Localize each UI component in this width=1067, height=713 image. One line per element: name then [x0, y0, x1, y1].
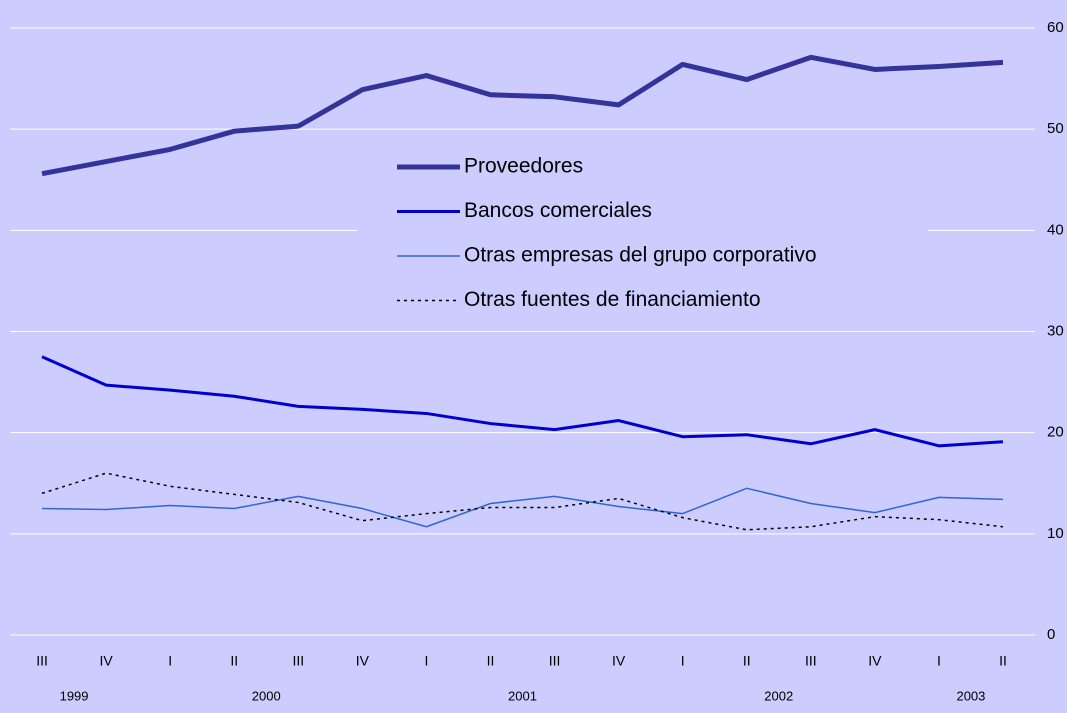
legend-label: Otras empresas del grupo corporativo	[464, 244, 817, 267]
x-tick-label: III	[36, 653, 48, 669]
x-tick-label: II	[487, 653, 495, 669]
x-tick-label: III	[549, 653, 561, 669]
x-tick-label: I	[424, 653, 428, 669]
x-tick-label: I	[937, 653, 941, 669]
y-tick-label: 60	[1047, 19, 1064, 36]
x-tick-label: IV	[868, 653, 882, 669]
x-tick-label: III	[292, 653, 304, 669]
x-tick-label: II	[230, 653, 238, 669]
y-tick-label: 30	[1047, 322, 1064, 339]
legend: Proveedores Bancos comerciales Otras empre…	[357, 145, 928, 320]
year-label: 2000	[252, 688, 281, 703]
x-tick-label: II	[743, 653, 751, 669]
y-tick-label: 40	[1047, 221, 1064, 238]
x-tick-label: IV	[99, 653, 113, 669]
series-line	[42, 487, 1003, 528]
x-tick-label: IV	[356, 653, 370, 669]
year-label: 2003	[956, 688, 985, 703]
x-tick-label: II	[999, 653, 1007, 669]
x-tick-label: IV	[612, 653, 626, 669]
series-line	[41, 355, 1004, 448]
series-line	[41, 54, 1004, 177]
year-label: 2002	[764, 688, 793, 703]
x-tick-label: III	[805, 653, 817, 669]
legend-label: Bancos comerciales	[464, 199, 652, 222]
y-tick-label: 20	[1047, 424, 1064, 441]
legend-label: Proveedores	[464, 155, 583, 178]
year-label: 1999	[60, 688, 89, 703]
year-label: 2001	[508, 688, 537, 703]
series-line	[41, 472, 1004, 531]
x-tick-label: I	[681, 653, 685, 669]
x-tick-label: I	[168, 653, 172, 669]
y-tick-label: 50	[1047, 120, 1064, 137]
y-tick-label: 10	[1047, 525, 1064, 542]
legend-label: Otras fuentes de financiamiento	[464, 288, 761, 311]
legend-box	[357, 145, 928, 320]
y-tick-label: 0	[1047, 626, 1055, 643]
